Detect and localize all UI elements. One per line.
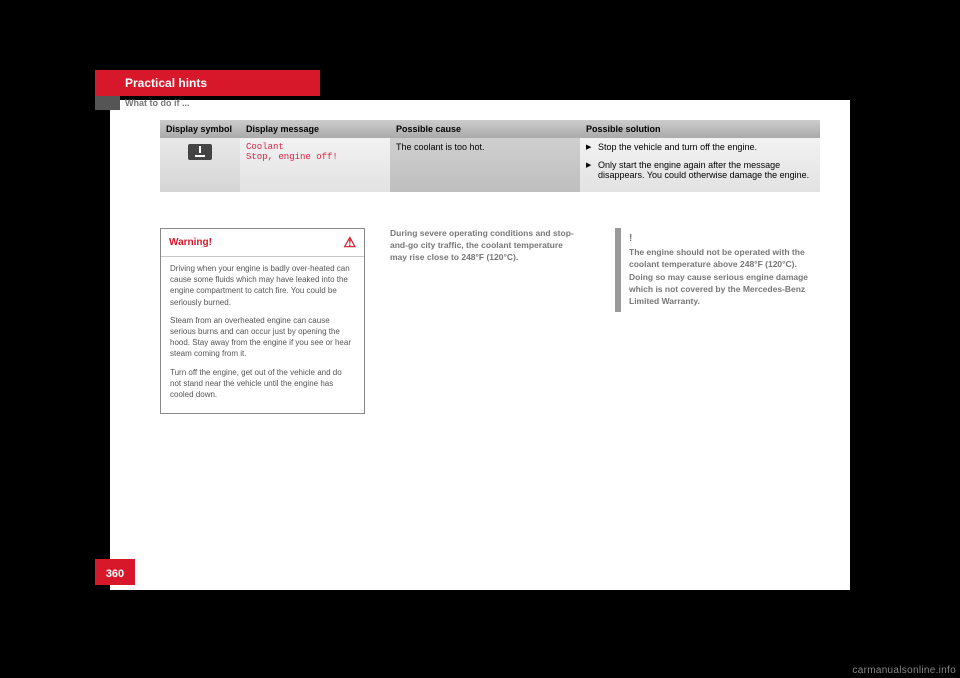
warning-header: Warning! ⚠ xyxy=(161,229,364,257)
col-solution: Possible solution xyxy=(580,120,820,138)
warning-box: Warning! ⚠ Driving when your engine is b… xyxy=(160,228,365,414)
warning-body: Driving when your engine is badly over-h… xyxy=(161,257,364,413)
exclamation-icon: ! xyxy=(629,232,641,244)
warning-paragraph: Turn off the engine, get out of the vehi… xyxy=(170,367,355,401)
warning-paragraph: Driving when your engine is badly over-h… xyxy=(170,263,355,308)
table-row: Coolant Stop, engine off! The coolant is… xyxy=(160,138,820,192)
solution-item: Only start the engine again after the me… xyxy=(586,160,814,180)
section-title: Practical hints xyxy=(125,76,207,90)
cell-symbol xyxy=(160,138,240,192)
subsection-strip xyxy=(95,96,120,110)
page-number: 360 xyxy=(95,563,135,585)
section-tab: Practical hints xyxy=(95,70,320,96)
watermark: carmanualsonline.info xyxy=(852,665,956,676)
coolant-temp-icon xyxy=(188,144,212,160)
msg-line1: Coolant xyxy=(246,142,384,152)
col-message: Display message xyxy=(240,120,390,138)
cell-message: Coolant Stop, engine off! xyxy=(240,138,390,192)
caution-text: The engine should not be operated with t… xyxy=(629,246,814,308)
col-cause: Possible cause xyxy=(390,120,580,138)
caution-note: ! The engine should not be operated with… xyxy=(615,228,820,312)
manual-page: Practical hints What to do if ... Displa… xyxy=(110,100,850,590)
cell-solution: Stop the vehicle and turn off the engine… xyxy=(580,138,820,192)
warning-paragraph: Steam from an overheated engine can caus… xyxy=(170,315,355,360)
operating-note: During severe operating conditions and s… xyxy=(390,228,580,264)
subsection-title: What to do if ... xyxy=(125,98,190,108)
warning-title: Warning! xyxy=(169,237,212,248)
col-symbol: Display symbol xyxy=(160,120,240,138)
diagnostic-table: Display symbol Display message Possible … xyxy=(160,120,820,192)
warning-triangle-icon: ⚠ xyxy=(343,234,356,251)
solution-item: Stop the vehicle and turn off the engine… xyxy=(586,142,814,152)
msg-line2: Stop, engine off! xyxy=(246,152,384,162)
cell-cause: The coolant is too hot. xyxy=(390,138,580,192)
